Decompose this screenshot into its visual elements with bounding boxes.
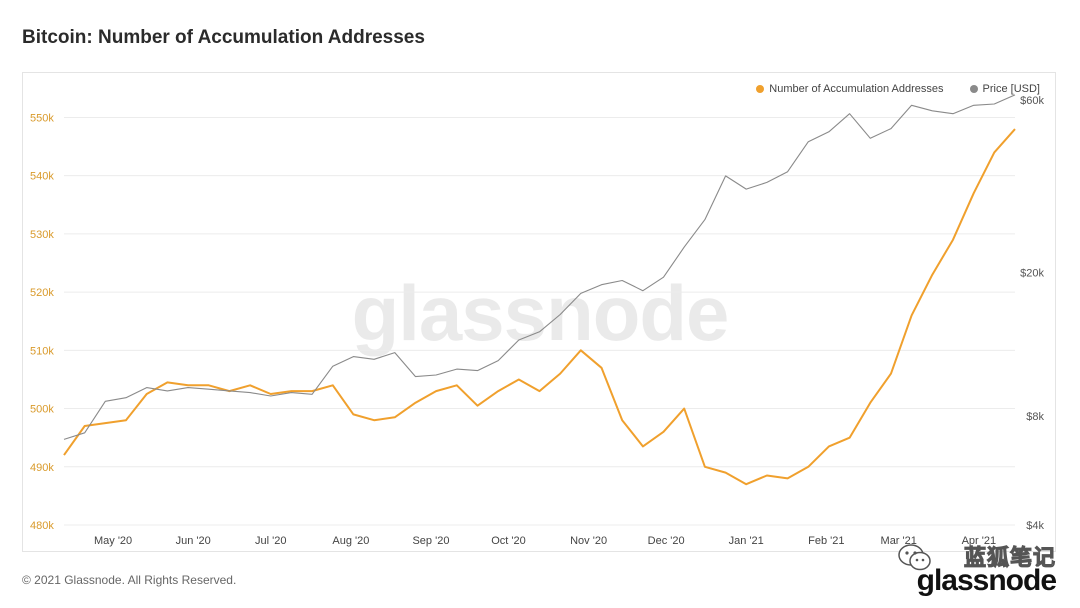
y-right-tick-label-3: $60k [1020,95,1044,107]
series-line-price [63,94,1016,440]
legend-label-price: Price [USD] [982,83,1040,95]
y-left-tick-label-4: 520k [30,287,54,299]
wechat-icon [898,544,931,571]
chart-watermark: glassnode [351,269,730,357]
legend-label-accumulation: Number of Accumulation Addresses [769,83,944,95]
x-tick-label-8: Jan '21 [729,535,764,547]
page-title: Bitcoin: Number of Accumulation Addresse… [22,27,425,48]
y-left-tick-label-1: 490k [30,462,54,474]
y-left-tick-label-3: 510k [30,345,54,357]
x-tick-label-4: Sep '20 [412,535,449,547]
chart-panel [22,72,1056,552]
wechat-account-name: 蓝狐笔记 [963,545,1056,571]
x-tick-label-0: May '20 [94,535,132,547]
y-right-tick-label-0: $4k [1026,520,1044,532]
copyright-footer: © 2021 Glassnode. All Rights Reserved. [22,573,237,587]
y-right-tick-label-1: $8k [1026,411,1044,423]
y-left-tick-label-2: 500k [30,404,54,416]
x-tick-label-11: Apr '21 [962,535,997,547]
chart-legend: Number of Accumulation Addresses Price [… [756,83,1040,95]
x-tick-label-1: Jun '20 [176,535,211,547]
x-tick-label-2: Jul '20 [255,535,286,547]
x-tick-label-7: Dec '20 [648,535,685,547]
legend-dot-accumulation [756,85,765,93]
x-tick-label-3: Aug '20 [332,535,369,547]
x-tick-label-10: Mar '21 [881,535,917,547]
legend-item-accumulation[interactable]: Number of Accumulation Addresses [756,83,944,95]
glassnode-logo: glassnode [916,564,1057,597]
y-left-tick-label-7: 550k [30,112,54,124]
y-left-tick-label-6: 540k [30,171,54,183]
series-line-accumulation [63,128,1016,486]
x-tick-label-5: Oct '20 [491,535,526,547]
branding-block: 蓝狐笔记 glassnode [858,540,1058,600]
x-tick-label-9: Feb '21 [808,535,844,547]
y-right-tick-label-2: $20k [1020,267,1044,279]
legend-item-price[interactable]: Price [USD] [969,83,1040,95]
x-tick-label-6: Nov '20 [570,535,607,547]
y-left-tick-label-5: 530k [30,229,54,241]
legend-dot-price [969,85,978,93]
y-left-tick-label-0: 480k [30,520,54,532]
